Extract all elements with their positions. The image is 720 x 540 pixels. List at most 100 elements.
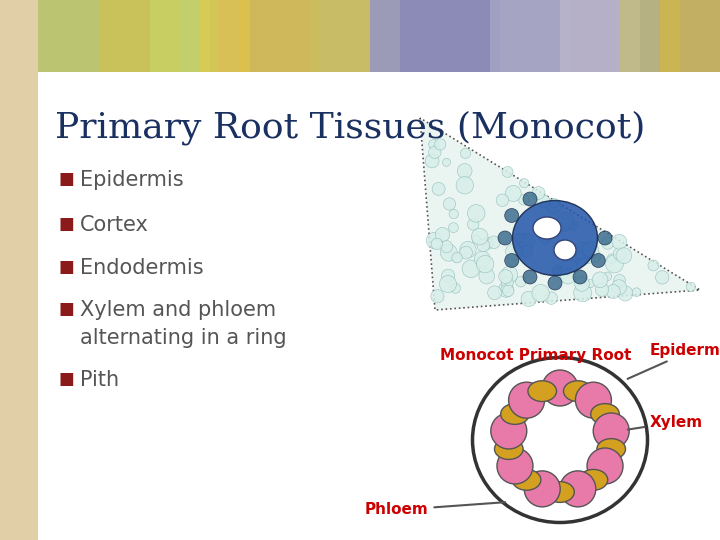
Ellipse shape: [542, 370, 578, 406]
Circle shape: [441, 269, 455, 282]
Circle shape: [607, 254, 616, 264]
Ellipse shape: [590, 403, 619, 424]
Ellipse shape: [497, 448, 533, 484]
Circle shape: [451, 252, 462, 263]
Bar: [150, 0, 210, 72]
Ellipse shape: [495, 438, 523, 460]
Circle shape: [498, 282, 513, 297]
Ellipse shape: [564, 381, 592, 402]
Bar: [200, 0, 250, 72]
Circle shape: [603, 272, 612, 281]
Ellipse shape: [513, 200, 598, 275]
Circle shape: [546, 199, 561, 214]
Bar: [0, 0, 38, 540]
Circle shape: [616, 248, 631, 264]
Circle shape: [588, 250, 600, 262]
Circle shape: [606, 285, 620, 299]
Ellipse shape: [579, 469, 608, 490]
Ellipse shape: [524, 471, 560, 507]
Bar: [560, 0, 640, 72]
Text: Endodermis: Endodermis: [80, 258, 204, 278]
Circle shape: [460, 148, 471, 158]
Circle shape: [505, 253, 518, 267]
Circle shape: [467, 219, 479, 230]
Circle shape: [553, 265, 562, 275]
Circle shape: [518, 233, 535, 249]
Text: ■: ■: [58, 300, 73, 318]
Circle shape: [523, 270, 537, 284]
Circle shape: [501, 276, 513, 289]
Text: Xylem and phloem
alternating in a ring: Xylem and phloem alternating in a ring: [80, 300, 287, 348]
Text: Cortex: Cortex: [80, 215, 149, 235]
Polygon shape: [420, 118, 700, 310]
Bar: [490, 0, 570, 72]
Circle shape: [613, 247, 626, 260]
Ellipse shape: [528, 381, 557, 402]
Circle shape: [574, 284, 592, 302]
Circle shape: [584, 253, 595, 264]
Circle shape: [432, 183, 445, 195]
Circle shape: [537, 195, 550, 208]
Circle shape: [523, 192, 537, 206]
Text: ■: ■: [58, 215, 73, 233]
Text: Xylem: Xylem: [628, 415, 703, 430]
Circle shape: [575, 276, 590, 291]
Circle shape: [498, 231, 512, 245]
Text: Epidermis: Epidermis: [80, 170, 184, 190]
Circle shape: [499, 269, 513, 284]
Ellipse shape: [472, 357, 647, 523]
Circle shape: [505, 185, 521, 201]
Circle shape: [521, 291, 536, 307]
Circle shape: [515, 233, 524, 243]
Circle shape: [474, 251, 490, 267]
Bar: [240, 0, 320, 72]
Circle shape: [472, 235, 480, 243]
Bar: [620, 0, 680, 72]
Circle shape: [460, 241, 476, 258]
Circle shape: [457, 164, 472, 178]
Ellipse shape: [593, 413, 629, 449]
Circle shape: [595, 283, 608, 296]
Circle shape: [601, 237, 613, 249]
Circle shape: [449, 210, 459, 219]
Circle shape: [573, 270, 587, 284]
Bar: [38, 72, 720, 540]
Circle shape: [501, 285, 509, 293]
Ellipse shape: [491, 413, 527, 449]
Bar: [38, 0, 720, 72]
Circle shape: [451, 283, 461, 293]
Circle shape: [477, 239, 490, 252]
Circle shape: [456, 177, 473, 194]
Text: Epidermis: Epidermis: [628, 342, 720, 379]
Circle shape: [537, 222, 554, 240]
Ellipse shape: [500, 403, 529, 424]
Circle shape: [632, 288, 641, 296]
Circle shape: [569, 221, 578, 230]
Text: Monocot Primary Root: Monocot Primary Root: [440, 348, 631, 363]
Circle shape: [503, 285, 514, 296]
Circle shape: [567, 247, 582, 262]
Circle shape: [477, 255, 494, 273]
Circle shape: [496, 194, 508, 206]
Circle shape: [648, 260, 659, 271]
Circle shape: [441, 240, 453, 253]
Bar: [370, 0, 720, 72]
Ellipse shape: [559, 471, 595, 507]
Circle shape: [441, 244, 457, 261]
Text: ■: ■: [58, 370, 73, 388]
Circle shape: [505, 208, 518, 222]
Bar: [400, 0, 500, 72]
Circle shape: [587, 280, 595, 288]
Circle shape: [481, 238, 493, 249]
Circle shape: [655, 271, 669, 284]
Circle shape: [557, 212, 574, 229]
Circle shape: [558, 266, 570, 278]
Circle shape: [467, 205, 485, 222]
Circle shape: [560, 224, 569, 232]
Circle shape: [598, 231, 612, 245]
Circle shape: [520, 179, 528, 188]
Circle shape: [539, 232, 550, 244]
Circle shape: [532, 285, 549, 302]
Circle shape: [462, 260, 480, 278]
Circle shape: [434, 139, 446, 150]
